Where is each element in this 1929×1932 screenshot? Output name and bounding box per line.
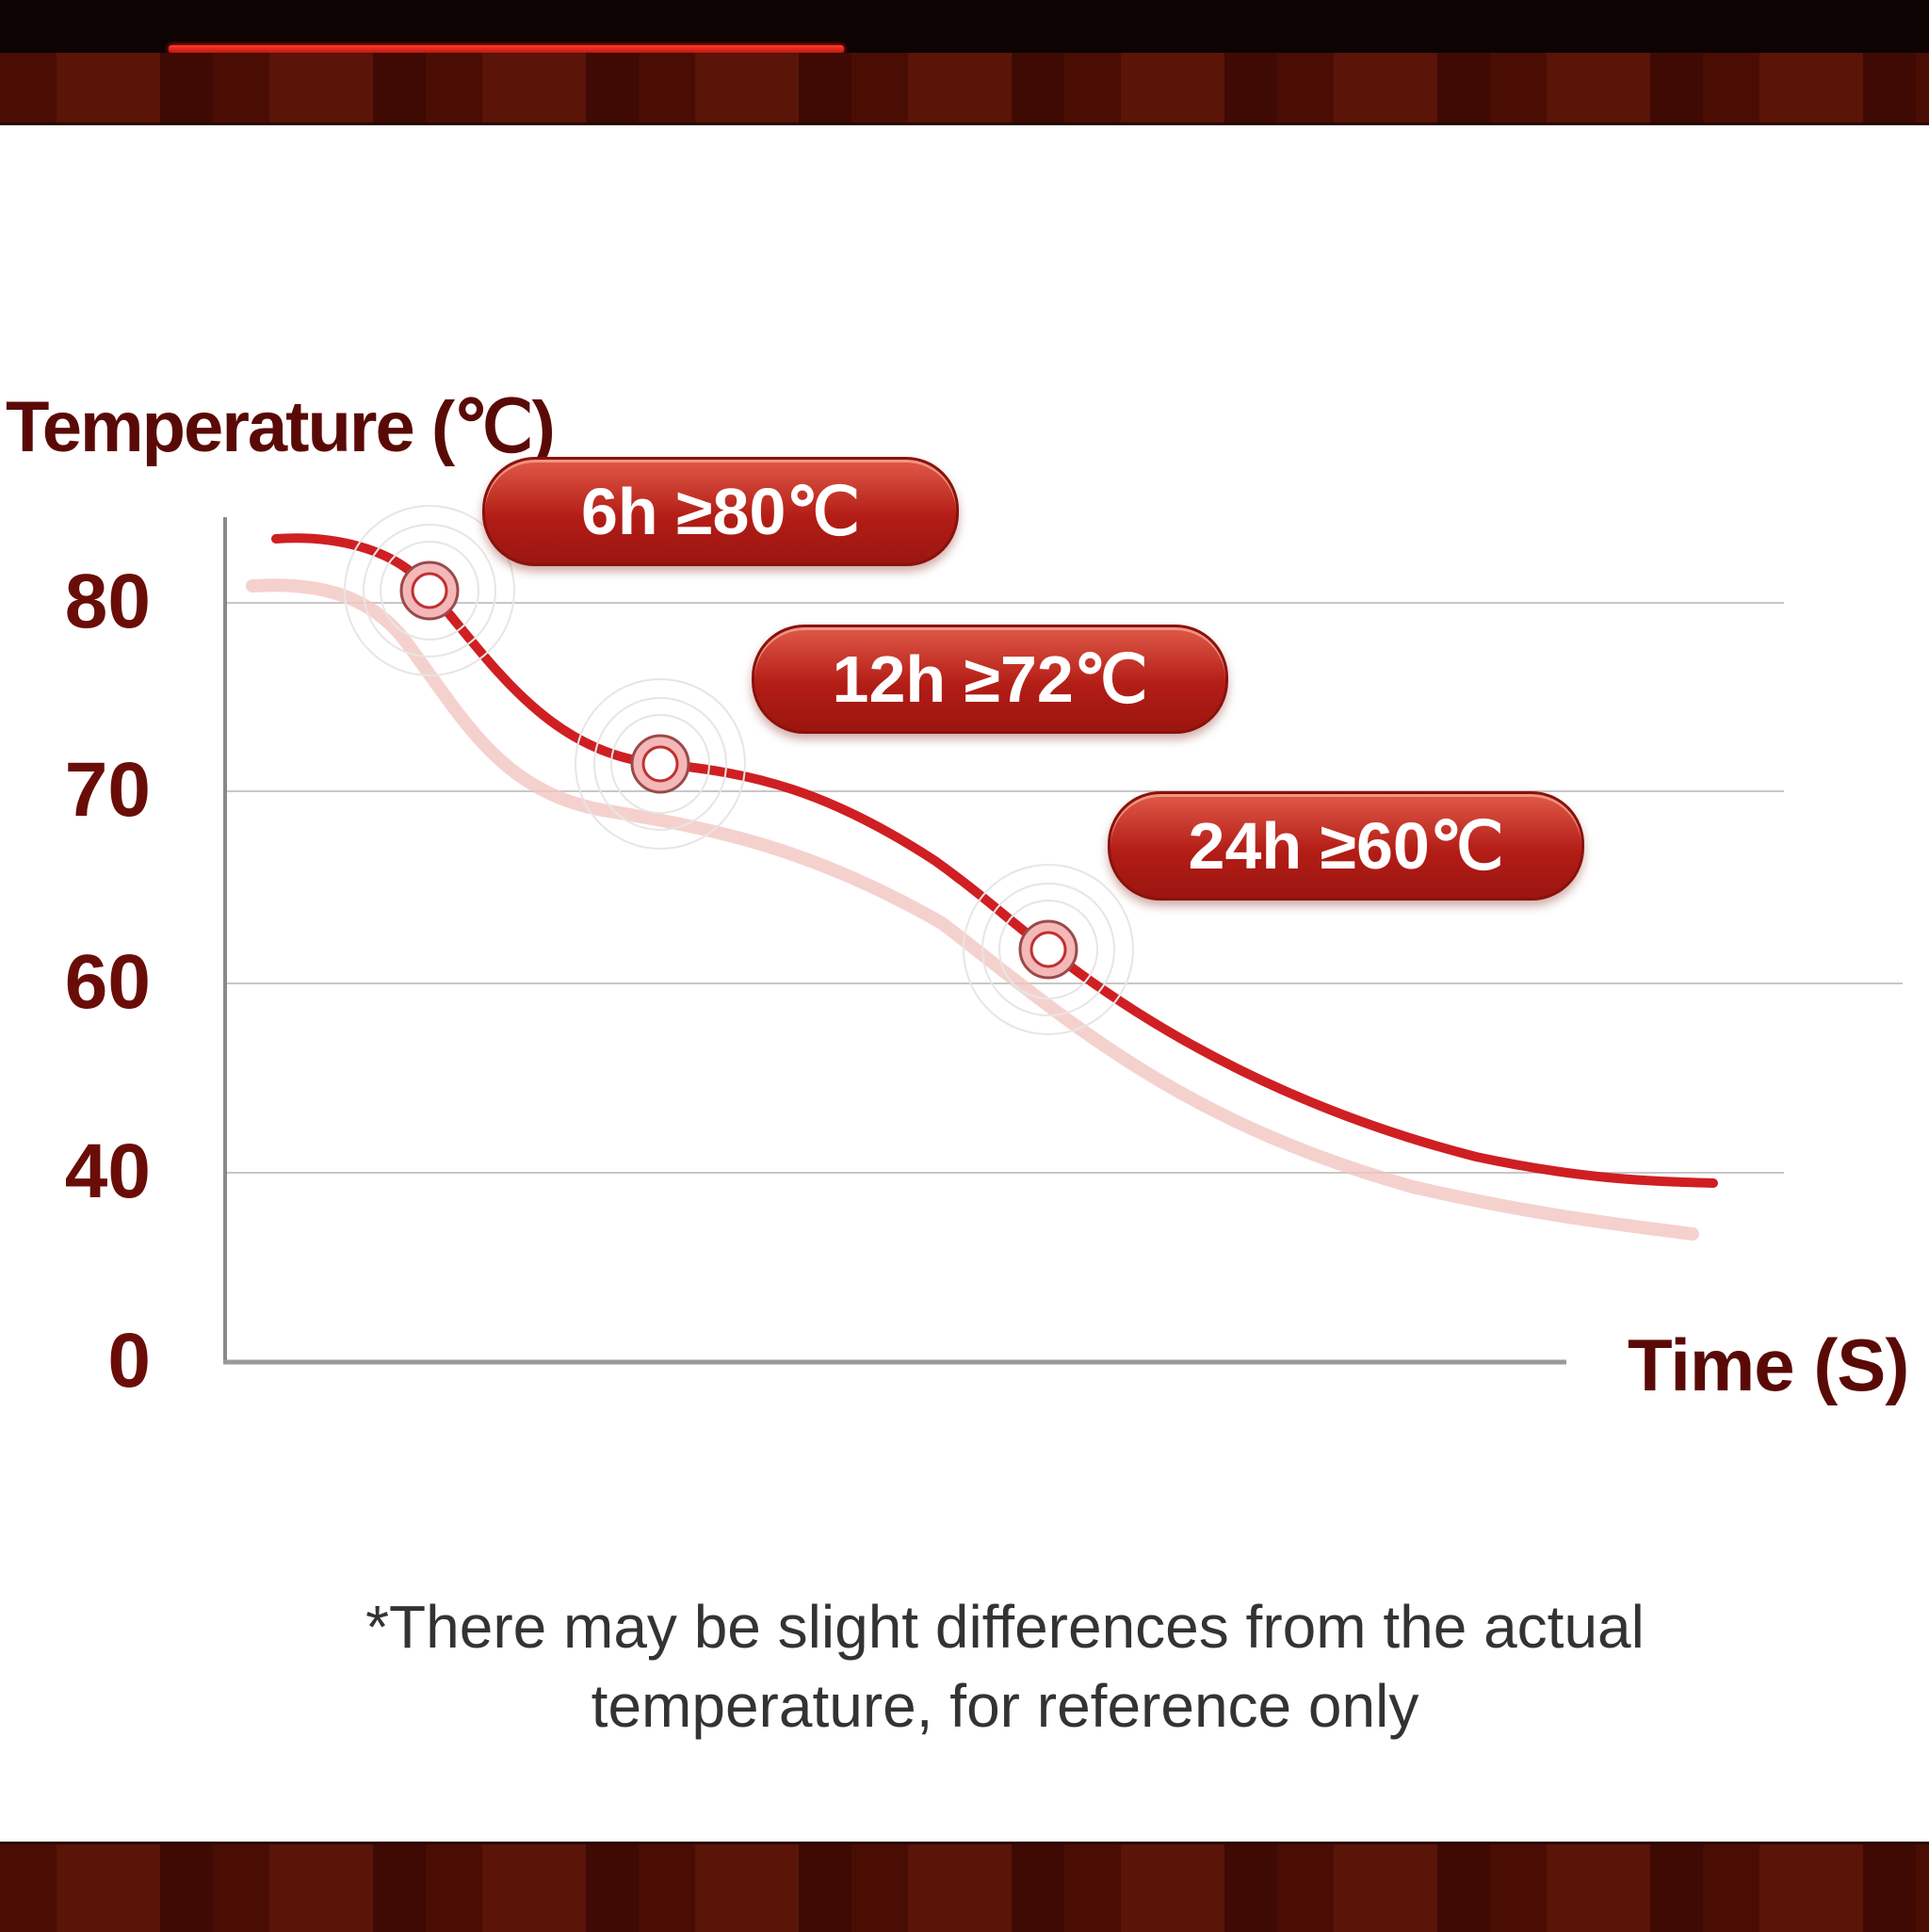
marker-halo [344,505,515,676]
marker-halo [610,714,710,814]
y-axis-label: Temperature (℃) [6,387,556,467]
marker-halo [963,864,1134,1035]
decorative-band-top [0,53,1929,125]
marker-halo [593,697,727,831]
data-point-6h [411,572,448,609]
y-tick-70: 70 [64,747,151,833]
y-tick-60: 60 [64,939,151,1025]
marker-halo [981,883,1115,1016]
decorative-band-bottom [0,1842,1929,1932]
progress-bar [169,45,844,53]
curve-shadow [246,578,1699,1241]
y-tick-80: 80 [64,559,151,644]
y-tick-0: 0 [107,1318,151,1404]
footnote-line-2: temperature, for reference only [591,1672,1419,1740]
top-bar [0,0,1929,53]
marker-halo [575,678,746,850]
marker-halo [363,524,496,658]
temperature-curve [271,533,1718,1188]
data-point-12h [641,745,679,783]
footnote-line-1: *There may be slight differences from th… [365,1593,1645,1661]
marker-halo [380,541,479,641]
annotation-24h: 24h ≥60℃ [1108,791,1584,901]
y-tick-40: 40 [64,1128,151,1214]
annotation-6h: 6h ≥80℃ [482,457,959,566]
annotation-12h: 12h ≥72℃ [752,625,1228,734]
x-axis-label: Time (S) [1628,1323,1909,1406]
data-point-24h [1029,931,1067,968]
marker-halo [998,900,1098,999]
footnote: *There may be slight differences from th… [0,1587,1929,1745]
